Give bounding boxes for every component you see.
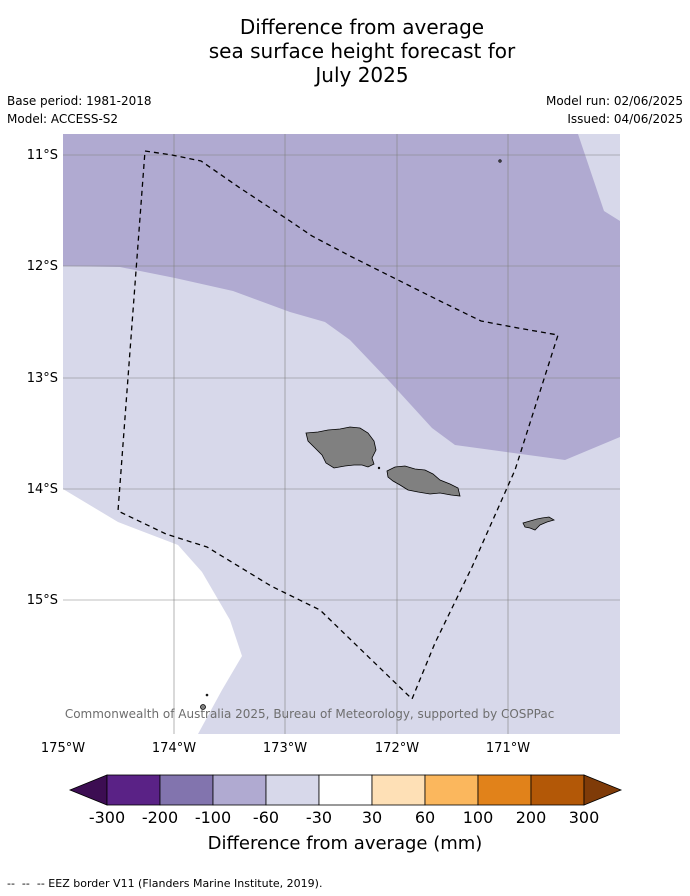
map-gridlines (63, 134, 620, 734)
colorbar-title: Difference from average (mm) (207, 833, 483, 854)
title-line-3: July 2025 (315, 63, 409, 87)
small-islet-strait (377, 466, 381, 470)
model-run: Model run: 02/06/2025 (545, 94, 683, 108)
title-line-1: Difference from average (239, 15, 485, 39)
lon-label-172w: 172°W (374, 741, 420, 756)
colorbar-swatch-9 (530, 774, 585, 806)
colorbar-tick-8: 100 (462, 808, 494, 827)
lat-label-12s: 12°S (26, 259, 58, 274)
colorbar-tick-6: 30 (361, 808, 383, 827)
colorbar-extend-low (68, 774, 108, 806)
colorbar-tick-3: -100 (194, 808, 232, 827)
map-area: © Commonwealth of Australia 2025, Bureau… (49, 134, 620, 734)
title-line-2: sea surface height forecast for (208, 39, 516, 63)
eez-legend-note: -- -- -- EEZ border V11 (Flanders Marine… (7, 877, 323, 890)
lat-label-15s: 15°S (26, 593, 58, 608)
colorbar (68, 774, 623, 806)
colorbar-swatch-1 (106, 774, 161, 806)
lat-label-14s: 14°S (26, 482, 58, 497)
colorbar-tick-10: 300 (568, 808, 600, 827)
small-islet-south-2 (205, 693, 209, 697)
model-name: Model: ACCESS-S2 (7, 112, 119, 126)
lon-label-173w: 173°W (262, 741, 308, 756)
eez-border (117, 150, 559, 701)
colorbar-tick-5: -30 (305, 808, 333, 827)
savaii-island (305, 426, 377, 469)
colorbar-swatch-5 (318, 774, 373, 806)
land-islands (200, 159, 555, 710)
upolu-island (386, 465, 461, 497)
colorbar-tick-1: -300 (88, 808, 126, 827)
lon-label-175w: 175°W (40, 741, 86, 756)
map-attribution: © Commonwealth of Australia 2025, Bureau… (49, 707, 554, 721)
colorbar-tick-7: 60 (414, 808, 436, 827)
colorbar-tick-4: -60 (252, 808, 280, 827)
lon-label-174w: 174°W (151, 741, 197, 756)
colorbar-swatch-8 (477, 774, 532, 806)
colorbar-swatch-7 (424, 774, 479, 806)
colorbar-swatch-2 (159, 774, 214, 806)
colorbar-swatch-4 (265, 774, 320, 806)
colorbar-swatch-6 (371, 774, 426, 806)
colorbar-swatch-3 (212, 774, 267, 806)
issued-date: Issued: 04/06/2025 (567, 112, 683, 126)
small-islet-north (498, 159, 502, 163)
colorbar-tick-9: 200 (515, 808, 547, 827)
base-period: Base period: 1981-2018 (7, 94, 152, 108)
tutuila-island (522, 516, 555, 531)
lat-label-11s: 11°S (26, 148, 58, 163)
colorbar-tick-2: -200 (141, 808, 179, 827)
anomaly-dark-region (63, 134, 620, 460)
lat-label-13s: 13°S (26, 371, 58, 386)
lon-label-171w: 171°W (485, 741, 531, 756)
colorbar-extend-high (583, 774, 623, 806)
anomaly-neutral-region (63, 489, 242, 734)
small-islet-south (200, 704, 206, 710)
